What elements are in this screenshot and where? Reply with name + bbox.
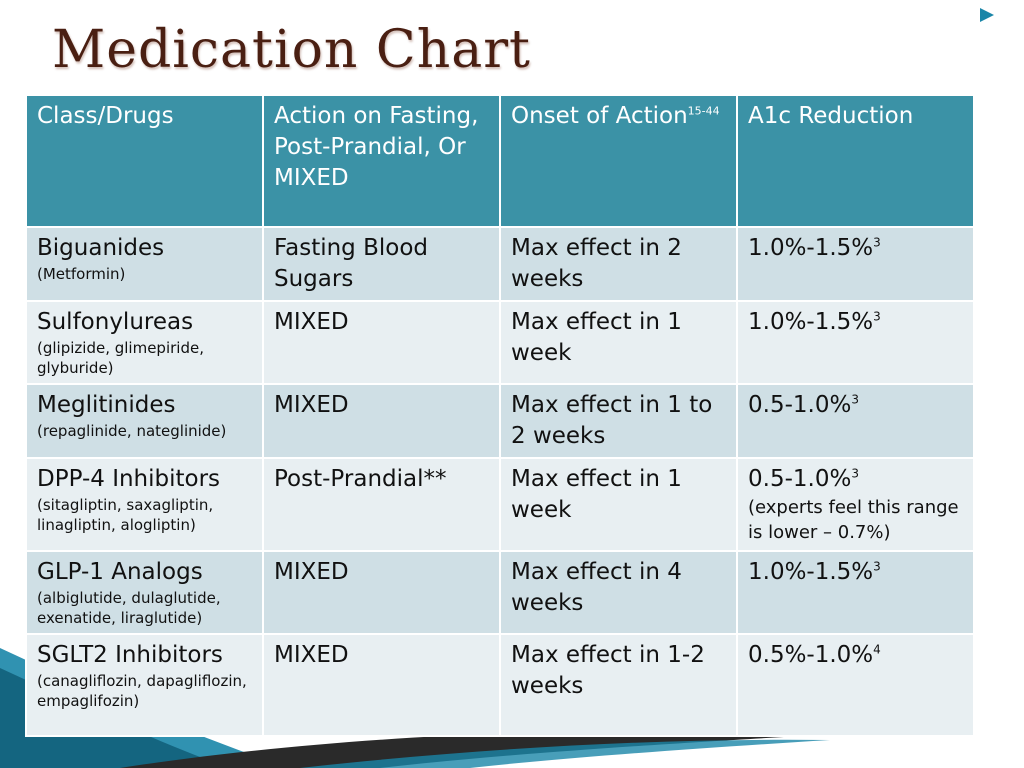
- cell-onset: Max effect in 1 week: [499, 300, 738, 385]
- cell-onset: Max effect in 1 to 2 weeks: [499, 383, 738, 459]
- cell-class: SGLT2 Inhibitors (canagliflozin, dapagli…: [25, 633, 264, 737]
- drug-class-name: GLP-1 Analogs: [37, 559, 203, 585]
- cell-onset: Max effect in 4 weeks: [499, 550, 738, 635]
- slide-title: Medication Chart: [52, 20, 531, 80]
- cell-a1c: 1.0%-1.5%3: [736, 300, 975, 385]
- cell-class: Biguanides (Metformin): [25, 226, 264, 302]
- drug-class-name: SGLT2 Inhibitors: [37, 642, 223, 668]
- a1c-note: (experts feel this range is lower – 0.7%…: [748, 497, 959, 543]
- table-row: GLP-1 Analogs (albiglutide, dulaglutide,…: [25, 550, 975, 635]
- cell-class: Sulfonylureas (glipizide, glimepiride, g…: [25, 300, 264, 385]
- cell-action: MIXED: [262, 300, 501, 385]
- cell-action: Post-Prandial**: [262, 457, 501, 552]
- cell-a1c: 1.0%-1.5%3: [736, 550, 975, 635]
- cell-class: Meglitinides (repaglinide, nateglinide): [25, 383, 264, 459]
- table-row: Sulfonylureas (glipizide, glimepiride, g…: [25, 300, 975, 385]
- table-row: Biguanides (Metformin) Fasting Blood Sug…: [25, 226, 975, 302]
- cell-action: Fasting Blood Sugars: [262, 226, 501, 302]
- table-row: DPP-4 Inhibitors (sitagliptin, saxaglipt…: [25, 457, 975, 552]
- cell-a1c: 0.5%-1.0%4: [736, 633, 975, 737]
- drug-class-name: DPP-4 Inhibitors: [37, 466, 221, 492]
- cell-action: MIXED: [262, 383, 501, 459]
- header-class-drugs: Class/Drugs: [25, 94, 264, 228]
- medication-table: Class/Drugs Action on Fasting, Post-Pran…: [25, 94, 975, 737]
- drug-examples: (canagliflozin, dapagliflozin, empaglifo…: [37, 672, 247, 710]
- drug-class-name: Biguanides: [37, 235, 165, 261]
- bullet-arrow-icon: [980, 8, 994, 22]
- header-onset: Onset of Action15-44: [499, 94, 738, 228]
- drug-class-name: Meglitinides: [37, 392, 176, 418]
- cell-a1c: 1.0%-1.5%3: [736, 226, 975, 302]
- drug-class-name: Sulfonylureas: [37, 309, 194, 335]
- cell-a1c: 0.5-1.0%3 (experts feel this range is lo…: [736, 457, 975, 552]
- header-action: Action on Fasting, Post-Prandial, Or MIX…: [262, 94, 501, 228]
- cell-action: MIXED: [262, 550, 501, 635]
- drug-examples: (repaglinide, nateglinide): [37, 422, 227, 440]
- cell-action: MIXED: [262, 633, 501, 737]
- drug-examples: (sitagliptin, saxagliptin, linagliptin, …: [37, 496, 214, 534]
- drug-examples: (albiglutide, dulaglutide, exenatide, li…: [37, 589, 221, 627]
- cell-onset: Max effect in 1-2 weeks: [499, 633, 738, 737]
- header-a1c: A1c Reduction: [736, 94, 975, 228]
- cell-a1c: 0.5-1.0%3: [736, 383, 975, 459]
- table-row: SGLT2 Inhibitors (canagliflozin, dapagli…: [25, 633, 975, 737]
- cell-class: DPP-4 Inhibitors (sitagliptin, saxaglipt…: [25, 457, 264, 552]
- table-header-row: Class/Drugs Action on Fasting, Post-Pran…: [25, 94, 975, 228]
- drug-examples: (Metformin): [37, 265, 126, 283]
- cell-onset: Max effect in 1 week: [499, 457, 738, 552]
- drug-examples: (glipizide, glimepiride, glyburide): [37, 339, 204, 377]
- cell-class: GLP-1 Analogs (albiglutide, dulaglutide,…: [25, 550, 264, 635]
- cell-onset: Max effect in 2 weeks: [499, 226, 738, 302]
- table-row: Meglitinides (repaglinide, nateglinide) …: [25, 383, 975, 459]
